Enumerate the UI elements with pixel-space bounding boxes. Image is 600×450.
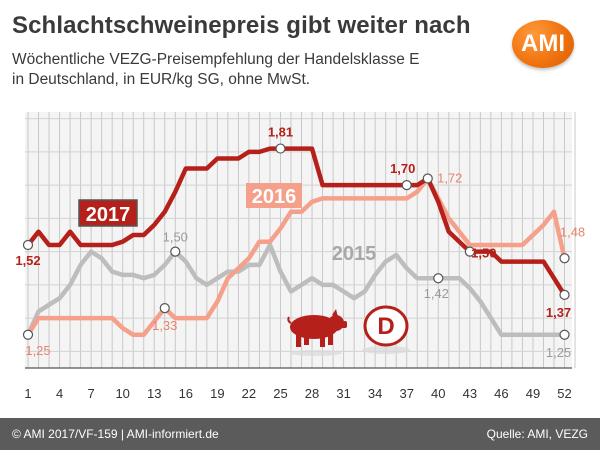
line-chart: D 1 4 7 10 13 16 19 22 25 28 31 34 37 40 43 46 49 52 2017 2…	[15, 112, 585, 401]
data-label: 1,48	[560, 224, 585, 239]
country-badge-letter: D	[377, 313, 394, 340]
data-marker	[559, 289, 570, 300]
footer-copyright: © AMI 2017/VF-159 | AMI-informiert.de	[12, 427, 219, 441]
x-tick-label: 34	[368, 386, 382, 401]
chart-subtitle-line-1: Wöchentliche VEZG-Preisempfehlung der Ha…	[12, 51, 420, 68]
data-label: 1,25	[25, 343, 50, 358]
data-label: 1,33	[152, 318, 177, 333]
x-tick-label: 37	[399, 386, 413, 401]
data-marker	[559, 253, 570, 264]
data-label: 1,37	[546, 305, 571, 320]
series-label-text: 2016	[252, 186, 297, 208]
logo-text: AMI	[521, 30, 565, 57]
footer-bar: © AMI 2017/VF-159 | AMI-informiert.de Qu…	[0, 418, 600, 450]
series-label-text: 2015	[332, 243, 377, 265]
data-marker	[422, 173, 433, 184]
series-label-2017: 2017	[78, 199, 138, 227]
data-label: 1,70	[390, 161, 415, 176]
x-tick-label: 22	[242, 386, 256, 401]
x-tick-label: 52	[557, 386, 571, 401]
x-tick-label: 19	[210, 386, 224, 401]
pig-icon	[287, 309, 347, 356]
x-tick-label: 16	[179, 386, 193, 401]
data-marker	[559, 329, 570, 340]
country-badge-icon: D	[362, 305, 410, 354]
data-marker	[159, 303, 170, 314]
chart-subtitle-line-2: in Deutschland, in EUR/kg SG, ohne MwSt.	[12, 71, 311, 88]
data-marker	[464, 246, 475, 257]
data-label: 1,81	[268, 125, 293, 140]
data-label: 1,52	[15, 253, 40, 268]
x-tick-label: 40	[431, 386, 445, 401]
labels: 1 4 7 10 13 16 19 22 25 28 31 34 37 40 43 46 49 52 2017 201…	[15, 125, 585, 401]
data-marker	[401, 180, 412, 191]
series-line-2015	[25, 242, 567, 338]
ami-logo: AMI	[512, 20, 574, 68]
series-lines	[25, 146, 567, 338]
data-label: 1,42	[424, 286, 449, 301]
footer-source: Quelle: AMI, VEZG	[486, 427, 588, 441]
data-label: 1,50	[471, 246, 496, 261]
series-label-2015: 2015	[332, 243, 377, 265]
x-tick-label: 31	[336, 386, 350, 401]
data-marker	[170, 246, 181, 257]
data-marker	[275, 143, 286, 154]
x-tick-label: 10	[115, 386, 129, 401]
x-tick-label: 4	[56, 386, 63, 401]
data-label: 1,50	[163, 230, 188, 245]
chart-title: Schlachtschweinepreis gibt weiter nach	[12, 12, 471, 39]
data-label: 1,72	[437, 170, 462, 185]
x-tick-label: 13	[147, 386, 161, 401]
x-tick-label: 28	[305, 386, 319, 401]
x-tick-label: 1	[24, 386, 31, 401]
grid	[25, 112, 576, 369]
x-tick-label: 43	[463, 386, 477, 401]
data-marker	[22, 239, 34, 251]
data-marker	[22, 329, 34, 340]
data-marker	[433, 273, 444, 284]
x-tick-label: 49	[526, 386, 540, 401]
x-tick-label: 7	[88, 386, 95, 401]
series-line-2016	[25, 176, 567, 338]
decorations: D	[287, 305, 410, 356]
series-line-2017	[25, 146, 567, 298]
series-label-box	[78, 199, 138, 227]
data-label: 1,25	[546, 345, 571, 360]
series-label-box	[246, 183, 302, 208]
series-label-2016: 2016	[246, 183, 302, 208]
x-tick-label: 46	[494, 386, 508, 401]
series-label-text: 2017	[86, 204, 131, 226]
x-tick-label: 25	[273, 386, 287, 401]
